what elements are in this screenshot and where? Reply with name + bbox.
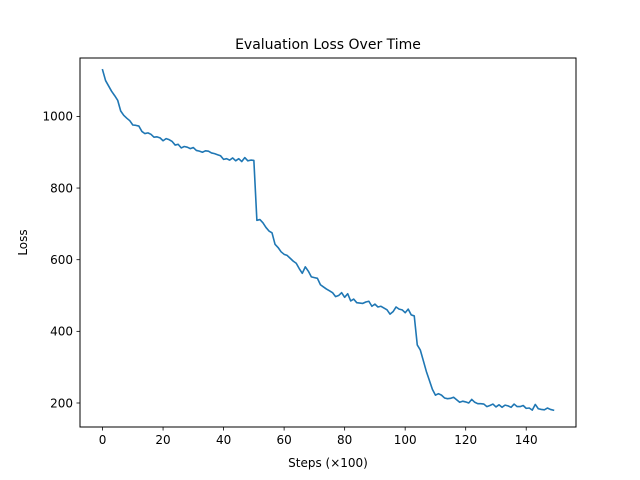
plot-area [80, 58, 576, 427]
x-tick-label: 80 [337, 433, 352, 447]
y-tick-label: 800 [50, 181, 73, 195]
x-tick-label: 0 [99, 433, 107, 447]
x-tick-label: 140 [515, 433, 538, 447]
x-tick-label: 40 [216, 433, 231, 447]
x-tick-label: 60 [276, 433, 291, 447]
x-axis-label: Steps (×100) [288, 456, 368, 470]
chart-title: Evaluation Loss Over Time [235, 37, 421, 53]
loss-series-line [101, 68, 555, 412]
x-tick-label: 100 [394, 433, 417, 447]
y-tick-label: 600 [50, 253, 73, 267]
plot-frame [79, 57, 577, 428]
x-tick-label: 120 [454, 433, 477, 447]
y-tick-label: 400 [50, 325, 73, 339]
y-axis-label: Loss [16, 229, 30, 255]
ticks-layer: 0 20 40 60 80 100 120 140 200 400 600 800 1000 [42, 110, 537, 447]
y-tick-label: 200 [50, 396, 73, 410]
lines-layer [101, 68, 555, 412]
x-tick-label: 20 [155, 433, 170, 447]
y-tick-label: 1000 [42, 110, 73, 124]
